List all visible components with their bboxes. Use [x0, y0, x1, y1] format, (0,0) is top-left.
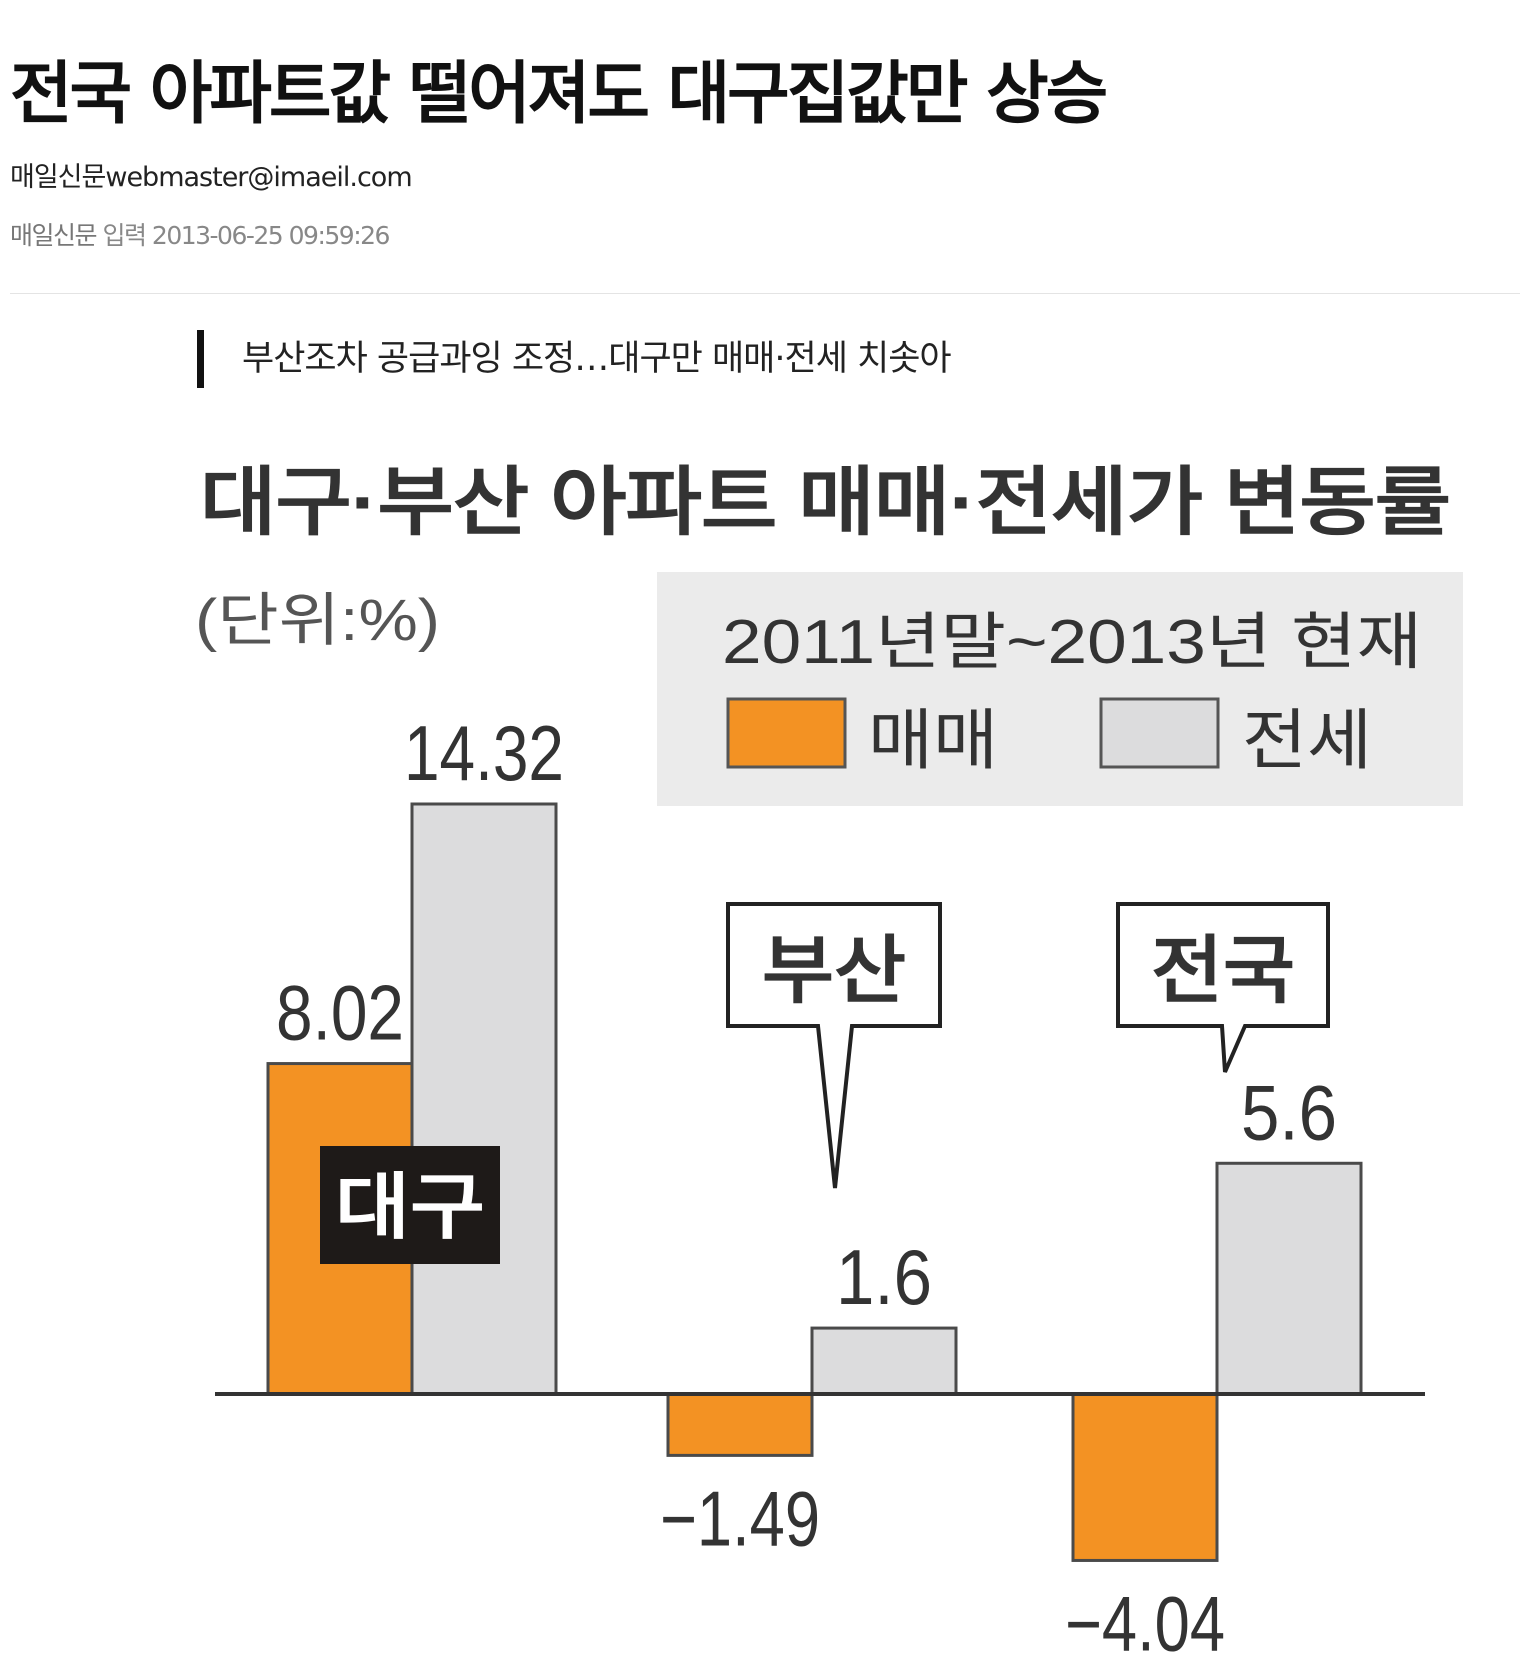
subheadline: 부산조차 공급과잉 조정…대구만 매매·전세 치솟아 — [197, 330, 952, 388]
legend-title: 2011년말~2013년 현재 — [722, 608, 1422, 677]
value-label-jeonse-2: 5.6 — [1241, 1068, 1337, 1156]
callout-daegu-box — [320, 1146, 500, 1264]
bar-jeonse-1 — [810, 1326, 958, 1396]
value-label-jeonse-0: 14.32 — [404, 709, 564, 797]
callout-busan-label: 부산 — [762, 929, 906, 1012]
callout-daegu-label: 대구 — [335, 1168, 485, 1248]
article-meta: 매일신문 입력 2013-06-25 09:59:26 — [10, 216, 390, 252]
value-label-jeonse-1: 1.6 — [836, 1233, 932, 1321]
callout-national-label: 전국 — [1151, 929, 1295, 1012]
header-divider — [10, 293, 1520, 294]
legend-swatch-jeonse — [1099, 697, 1220, 769]
value-label-sale-2: −4.04 — [1065, 1579, 1225, 1667]
legend-label-sale: 매매 — [868, 703, 998, 777]
legend: 2011년말~2013년 현재 매매 전세 — [657, 572, 1463, 806]
callout-national: 전국 — [1116, 902, 1330, 1073]
bar-jeonse-2 — [1215, 1161, 1363, 1396]
meta-source: 매일신문 — [10, 221, 98, 250]
bar-jeonse-0 — [410, 802, 558, 1396]
value-label-sale-1: −1.49 — [660, 1474, 820, 1562]
callout-busan-bubble — [726, 902, 942, 1189]
bar-sale-2 — [1071, 1392, 1219, 1562]
legend-label-jeonse: 전세 — [1242, 703, 1372, 777]
chart-title: 대구·부산 아파트 매매·전세가 변동률 — [200, 460, 1450, 544]
article-headline: 전국 아파트값 떨어져도 대구집값만 상승 — [10, 55, 1108, 134]
callout-daegu: 대구 — [320, 1146, 500, 1264]
bar-sale-1 — [666, 1392, 814, 1457]
callout-national-bubble — [1116, 902, 1330, 1073]
legend-swatch-sale — [726, 697, 847, 769]
value-label-sale-0: 8.02 — [276, 969, 404, 1057]
value-label-group: 8.02 −1.49 −4.04 14.32 1.6 5.6 — [276, 709, 1337, 1667]
publish-time: 입력 2013-06-25 09:59:26 — [102, 221, 390, 250]
callout-busan: 부산 — [726, 902, 942, 1189]
byline[interactable]: 매일신문webmaster@imaeil.com — [10, 162, 413, 193]
unit-label: (단위:%) — [195, 588, 440, 653]
